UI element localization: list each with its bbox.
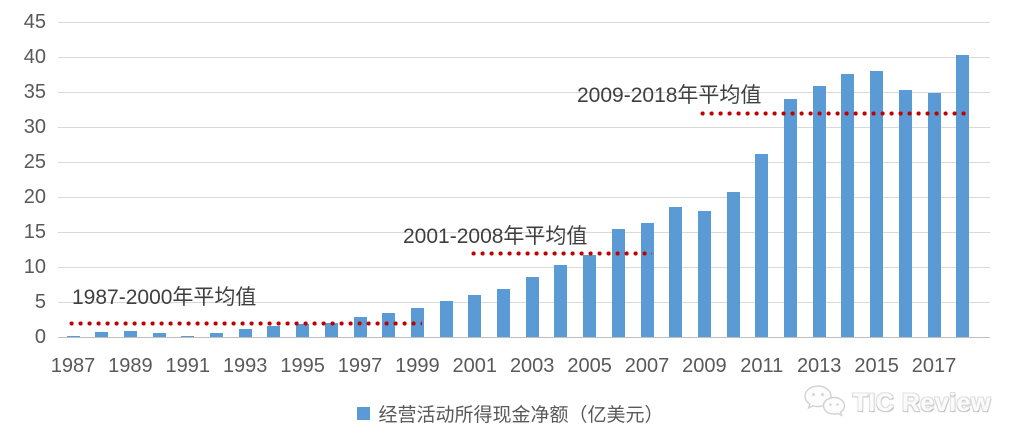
gridline [58, 127, 990, 128]
x-axis-tick-label: 1987 [50, 355, 96, 377]
watermark: TIC Review [801, 384, 991, 422]
y-axis-tick-label: 25 [23, 151, 46, 173]
y-axis-tick-label: 20 [23, 186, 46, 208]
x-axis-tick-label: 2003 [509, 355, 555, 377]
x-axis-tick-label: 1999 [395, 355, 440, 377]
bar-1990 [152, 333, 166, 337]
average-line-label: 1987-2000年平均值 [72, 286, 257, 309]
y-axis-tick-label: 35 [23, 81, 46, 103]
y-axis-tick-label: 0 [34, 326, 46, 348]
x-axis-tick-label: 1995 [280, 355, 325, 377]
y-axis-tick-label: 15 [23, 221, 46, 243]
bar-2018 [956, 55, 970, 337]
gridline [58, 337, 990, 338]
gridline [58, 162, 990, 163]
bar-1992 [210, 333, 223, 337]
bar-2007 [640, 223, 654, 337]
gridline [58, 232, 990, 233]
bar-1994 [267, 326, 281, 337]
x-axis-tick-label: 2013 [796, 355, 842, 377]
y-axis-tick-label: 30 [23, 116, 46, 138]
legend-label: 经营活动所得现金净额（亿美元） [378, 404, 664, 426]
average-line [700, 111, 968, 116]
y-axis-tick-label: 5 [34, 291, 46, 313]
bar-2014 [841, 74, 855, 337]
x-axis-tick-label: 2011 [740, 355, 784, 377]
average-line [69, 321, 423, 326]
wechat-icon [801, 383, 845, 424]
bar-2004 [554, 265, 568, 337]
x-axis-tick-label: 2005 [567, 355, 612, 377]
bar-1991 [181, 336, 195, 337]
chart-legend: 经营活动所得现金净额（亿美元） [0, 400, 1021, 426]
watermark-text: TIC Review [852, 388, 991, 417]
gridline [58, 92, 990, 93]
legend-swatch-icon [357, 406, 371, 420]
y-axis-tick-label: 10 [23, 256, 46, 278]
bar-2017 [927, 93, 941, 337]
bar-2003 [525, 277, 539, 337]
x-axis-tick-label: 2015 [854, 355, 899, 377]
x-axis-tick-label: 1991 [165, 355, 211, 377]
gridline [58, 267, 990, 268]
gridline [58, 197, 990, 198]
gridline [58, 302, 990, 303]
bar-2005 [583, 255, 597, 337]
y-axis-tick-label: 40 [23, 46, 46, 68]
bar-2012 [784, 99, 797, 337]
x-axis-tick-label: 2017 [911, 355, 957, 377]
x-axis-tick-label: 2007 [624, 355, 670, 377]
bar-1987 [66, 336, 80, 337]
bar-2008 [669, 207, 683, 337]
x-axis-tick-label: 1993 [222, 355, 268, 377]
bar-1993 [238, 329, 252, 337]
bar-2011 [755, 154, 769, 337]
bar-2010 [726, 192, 740, 337]
bar-1996 [324, 323, 338, 337]
bar-2013 [812, 86, 826, 337]
x-axis-tick-label: 2009 [682, 355, 727, 377]
bar-2016 [898, 90, 912, 337]
bar-2000 [439, 301, 453, 337]
gridline [58, 22, 990, 23]
x-axis-tick-label: 1997 [337, 355, 383, 377]
bar-2015 [870, 71, 884, 337]
y-axis-tick-label: 45 [23, 11, 46, 33]
bar-2001 [468, 295, 482, 337]
bar-1988 [95, 332, 109, 337]
bar-1995 [296, 324, 310, 337]
x-axis-tick-label: 1989 [108, 355, 153, 377]
bar-2006 [611, 229, 625, 337]
bar-1997 [353, 317, 367, 337]
average-line [470, 251, 652, 256]
x-axis-tick-label: 2001 [452, 355, 498, 377]
average-line-label: 2001-2008年平均值 [403, 225, 588, 248]
bar-2002 [497, 289, 510, 337]
gridline [58, 57, 990, 58]
bar-2009 [697, 211, 711, 337]
average-line-label: 2009-2018年平均值 [577, 84, 762, 107]
bar-1989 [123, 331, 137, 337]
